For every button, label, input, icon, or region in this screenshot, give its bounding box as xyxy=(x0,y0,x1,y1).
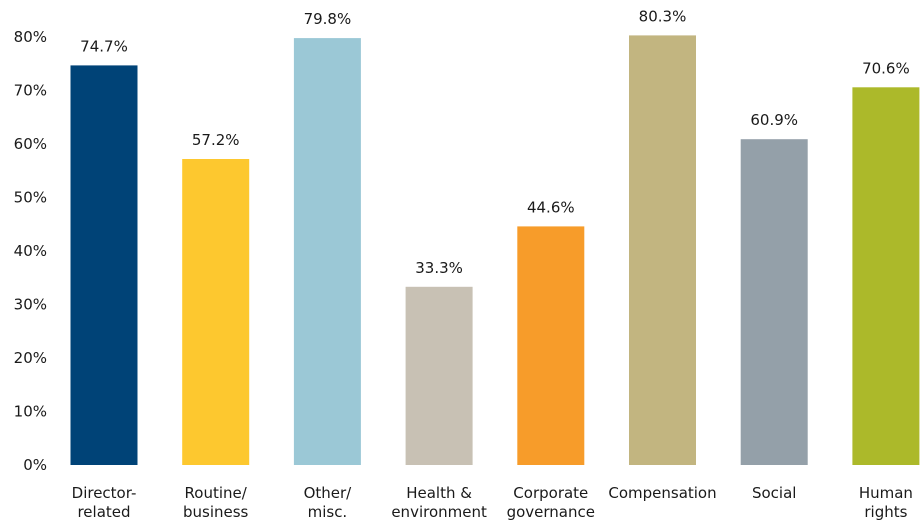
y-tick-label: 20% xyxy=(14,349,47,367)
data-label: 57.2% xyxy=(192,131,240,149)
data-label: 44.6% xyxy=(527,198,575,216)
category-label-line: Social xyxy=(752,484,796,502)
category-label: Social xyxy=(752,484,796,502)
category-label-line: Health & xyxy=(406,484,472,502)
category-label-line: Routine/ xyxy=(185,484,248,502)
data-label: 70.6% xyxy=(862,59,910,77)
category-label-line: rights xyxy=(864,503,907,521)
category-label: Other/misc. xyxy=(304,484,353,521)
y-tick-label: 40% xyxy=(14,242,47,260)
category-label-line: Director- xyxy=(72,484,137,502)
data-label: 79.8% xyxy=(304,10,352,28)
y-tick-label: 60% xyxy=(14,135,47,153)
bar xyxy=(70,65,138,466)
category-label-line: misc. xyxy=(308,503,348,521)
y-tick-label: 50% xyxy=(14,189,47,207)
category-label: Corporate governance xyxy=(507,484,595,521)
bar xyxy=(182,159,250,465)
y-tick-label: 10% xyxy=(14,403,47,421)
data-label: 74.7% xyxy=(80,37,128,55)
category-label-line: environment xyxy=(391,503,487,521)
category-label: Human rights xyxy=(859,484,913,521)
data-label: 33.3% xyxy=(415,259,463,277)
category-label-line: Other/ xyxy=(304,484,353,502)
category-label-line: governance xyxy=(507,503,595,521)
category-label: Director-related xyxy=(72,484,137,521)
category-label-line: Compensation xyxy=(608,484,716,502)
bar xyxy=(740,139,808,465)
y-tick-label: 80% xyxy=(14,28,47,46)
category-label: Routine/business xyxy=(183,484,249,521)
y-tick-label: 0% xyxy=(23,456,47,474)
bar xyxy=(293,38,361,465)
data-label: 60.9% xyxy=(750,111,798,129)
category-label: Health & environment xyxy=(391,484,487,521)
category-label-line: Human xyxy=(859,484,913,502)
bar xyxy=(517,226,585,465)
category-label-line: Corporate xyxy=(513,484,588,502)
category-label-line: related xyxy=(77,503,130,521)
bar xyxy=(405,286,473,465)
bar xyxy=(852,87,920,466)
y-tick-label: 30% xyxy=(14,296,47,314)
bar xyxy=(629,35,696,466)
category-label: Compensation xyxy=(608,484,716,502)
category-label-line: business xyxy=(183,503,249,521)
data-label: 80.3% xyxy=(639,7,687,25)
y-tick-label: 70% xyxy=(14,82,47,100)
